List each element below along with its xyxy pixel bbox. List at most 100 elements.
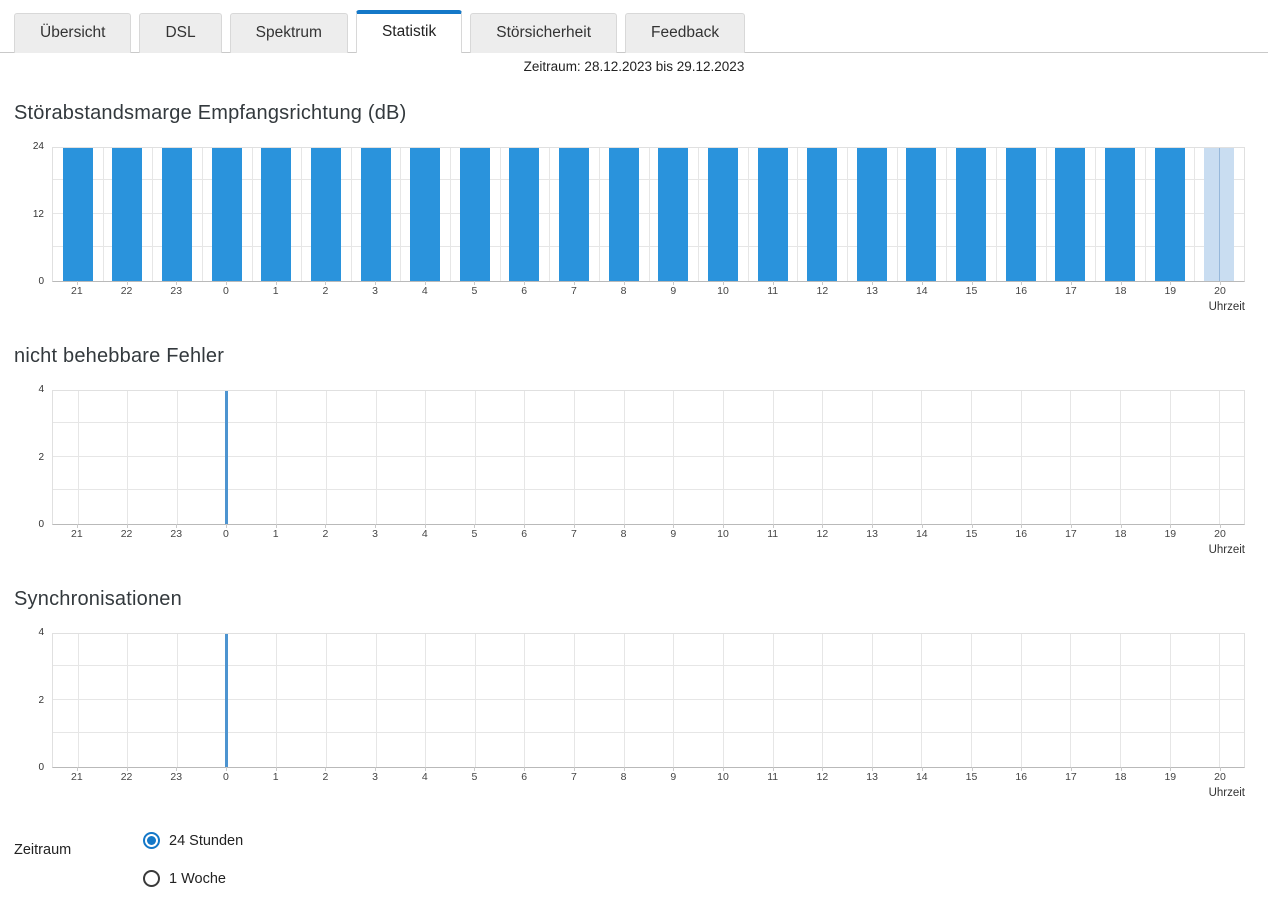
x-tick-label: 22 xyxy=(102,281,152,298)
x-tick-label: 20 xyxy=(1195,524,1245,541)
x-tick-label: 16 xyxy=(996,767,1046,784)
v-gridline xyxy=(1095,148,1097,281)
y-tick-label: 0 xyxy=(38,519,44,530)
x-tick-label: 13 xyxy=(847,767,897,784)
x-tick-label: 11 xyxy=(748,524,798,541)
bar xyxy=(807,148,838,281)
tab-uebersicht[interactable]: Übersicht xyxy=(14,13,132,53)
h-gridline xyxy=(53,732,1244,734)
event-spike xyxy=(225,391,229,524)
x-tick-label: 18 xyxy=(1096,524,1146,541)
chart-plot-area xyxy=(52,390,1245,525)
y-tick-label: 2 xyxy=(38,451,44,463)
tab-stoersicherheit[interactable]: Störsicherheit xyxy=(470,13,617,53)
v-gridline xyxy=(77,391,79,524)
x-tick-label: 1 xyxy=(251,767,301,784)
y-axis-labels: 4 2 0 xyxy=(6,384,44,530)
x-tick-label: 0 xyxy=(201,524,251,541)
v-gridline xyxy=(1119,634,1121,767)
v-gridline xyxy=(797,148,799,281)
x-tick-label: 18 xyxy=(1096,767,1146,784)
x-tick-label: 10 xyxy=(698,524,748,541)
tab-statistik[interactable]: Statistik xyxy=(355,10,463,53)
x-tick-label: 16 xyxy=(996,281,1046,298)
tab-dsl[interactable]: DSL xyxy=(139,13,222,53)
v-gridline xyxy=(375,634,377,767)
y-tick-label: 24 xyxy=(32,141,44,152)
bar xyxy=(459,148,490,281)
v-gridline xyxy=(77,634,79,767)
v-gridline xyxy=(350,148,352,281)
v-gridline xyxy=(698,148,700,281)
plot-row: 4 2 0 xyxy=(38,384,1245,530)
v-gridline xyxy=(822,634,824,767)
x-tick-label: 17 xyxy=(1046,524,1096,541)
zeitraum-label: Zeitraum xyxy=(14,842,72,858)
v-gridline xyxy=(524,634,526,767)
x-tick-label: 1 xyxy=(251,281,301,298)
v-gridline xyxy=(276,391,278,524)
v-gridline xyxy=(177,391,179,524)
x-tick-label: 2 xyxy=(301,281,351,298)
x-axis-unit: Uhrzeit xyxy=(1208,544,1245,556)
tab-feedback[interactable]: Feedback xyxy=(625,13,746,53)
y-tick-label: 0 xyxy=(38,276,44,287)
x-tick-label: 19 xyxy=(1145,524,1195,541)
x-tick-label: 17 xyxy=(1046,767,1096,784)
plot-row: 4 2 0 xyxy=(38,627,1245,773)
x-tick-label: 6 xyxy=(499,524,549,541)
bar xyxy=(608,148,639,281)
x-tick-label: 19 xyxy=(1145,281,1195,298)
tab-bar: Übersicht DSL Spektrum Statistik Störsic… xyxy=(0,0,1268,53)
v-gridline xyxy=(549,148,551,281)
bar xyxy=(112,148,143,281)
bar xyxy=(1055,148,1086,281)
chart-plot-area xyxy=(52,147,1245,282)
v-gridline xyxy=(1020,391,1022,524)
x-tick-label: 20 xyxy=(1195,281,1245,298)
x-tick-label: 19 xyxy=(1145,767,1195,784)
bar xyxy=(310,148,341,281)
x-tick-label: 21 xyxy=(52,281,102,298)
radio-unselected-icon[interactable] xyxy=(143,870,160,887)
x-tick-label: 14 xyxy=(897,281,947,298)
radio-option-24-stunden[interactable]: 24 Stunden xyxy=(143,832,243,849)
x-tick-label: 7 xyxy=(549,767,599,784)
x-tick-label: 15 xyxy=(947,281,997,298)
x-tick-label: 17 xyxy=(1046,281,1096,298)
radio-option-1-woche[interactable]: 1 Woche xyxy=(143,870,243,887)
v-gridline xyxy=(921,391,923,524)
v-gridline xyxy=(847,148,848,281)
period-range-text: Zeitraum: 28.12.2023 bis 29.12.2023 xyxy=(523,59,745,74)
x-tick-label: 5 xyxy=(450,281,500,298)
v-gridline xyxy=(1169,391,1171,524)
v-gridline xyxy=(499,148,501,281)
x-tick-label: 12 xyxy=(798,281,848,298)
v-gridline xyxy=(276,634,278,767)
v-gridline xyxy=(102,148,104,281)
x-tick-label: 0 xyxy=(201,281,251,298)
bar xyxy=(1005,148,1036,281)
x-tick-label: 16 xyxy=(996,524,1046,541)
v-gridline xyxy=(896,148,898,281)
x-tick-label: 10 xyxy=(698,767,748,784)
x-tick-label: 8 xyxy=(599,524,649,541)
v-gridline xyxy=(722,391,724,524)
chart-title: Synchronisationen xyxy=(14,588,182,610)
bar xyxy=(707,148,738,281)
radio-option-label: 1 Woche xyxy=(169,870,226,887)
radio-selected-icon[interactable] xyxy=(143,832,160,849)
v-gridline xyxy=(1045,148,1047,281)
v-gridline xyxy=(946,148,948,281)
x-tick-label: 21 xyxy=(52,767,102,784)
bar xyxy=(211,148,242,281)
tab-spektrum[interactable]: Spektrum xyxy=(229,13,348,53)
v-gridline xyxy=(772,391,774,524)
x-tick-label: 14 xyxy=(897,524,947,541)
v-gridline xyxy=(524,391,526,524)
radio-option-label: 24 Stunden xyxy=(169,832,244,849)
v-gridline xyxy=(1219,391,1221,524)
x-tick-label: 3 xyxy=(350,767,400,784)
v-gridline xyxy=(871,391,873,524)
x-tick-label: 18 xyxy=(1096,281,1146,298)
